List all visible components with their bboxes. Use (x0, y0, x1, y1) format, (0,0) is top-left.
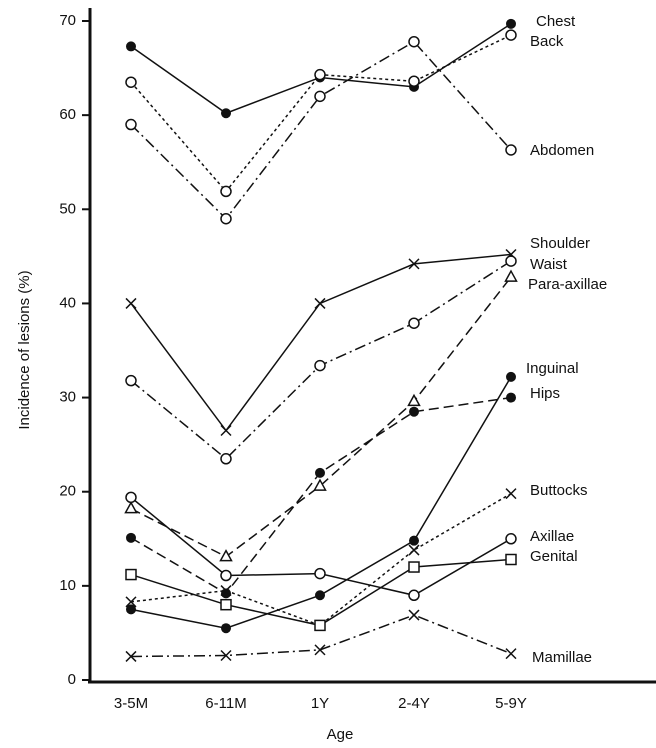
y-tick-label: 60 (59, 106, 76, 123)
marker (314, 90, 326, 103)
marker (506, 392, 516, 403)
y-axis-label: Incidence of lesions (%) (16, 270, 33, 429)
marker (126, 41, 136, 52)
marker (125, 596, 137, 608)
y-tick-label: 20 (59, 483, 76, 500)
marker (506, 371, 516, 382)
series-line (130, 276, 512, 558)
marker (220, 453, 232, 465)
x-tick-label: 6-11M (205, 695, 246, 712)
series-label: Buttocks (530, 482, 588, 499)
series-line (130, 253, 512, 432)
series-label: Inguinal (526, 360, 579, 377)
series-label: Hips (530, 385, 560, 402)
marker (408, 544, 420, 556)
marker (409, 535, 419, 546)
marker (408, 561, 420, 573)
x-tick-label: 1Y (311, 695, 329, 712)
series-label: Back (530, 33, 564, 50)
marker (315, 590, 325, 601)
marker (125, 650, 137, 662)
marker (505, 648, 517, 660)
x-tick-label: 3-5M (114, 695, 148, 712)
y-tick-label: 30 (59, 389, 76, 406)
marker (505, 144, 517, 156)
marker (219, 549, 233, 562)
marker (505, 488, 517, 500)
series-label: Abdomen (530, 142, 594, 159)
y-tick-label: 40 (59, 294, 76, 311)
marker (124, 501, 138, 514)
marker (125, 76, 137, 88)
marker (315, 467, 325, 478)
series-line (130, 40, 512, 220)
marker (126, 532, 136, 543)
marker (125, 297, 137, 309)
y-tick-label: 70 (59, 12, 76, 29)
marker (220, 649, 232, 662)
marker (221, 623, 231, 634)
marker (504, 269, 518, 282)
marker (220, 585, 232, 597)
x-tick-label: 5-9Y (495, 695, 527, 712)
series-label: Para-axillae (528, 276, 607, 293)
x-axis-label: Age (327, 726, 354, 743)
marker (408, 317, 420, 329)
marker (220, 212, 232, 225)
series-label: Shoulder (530, 235, 590, 252)
series-line (130, 492, 512, 627)
marker (220, 185, 232, 198)
marker (313, 478, 327, 491)
series-line (130, 34, 512, 193)
marker (125, 118, 137, 131)
series-line (130, 496, 512, 597)
marker (408, 35, 420, 48)
series-label: Axillae (530, 528, 574, 545)
series-label: Mamillae (532, 649, 592, 666)
marker (220, 569, 232, 582)
x-tick-label: 2-4Y (398, 695, 430, 712)
series-label: Chest (536, 13, 576, 30)
marker (505, 255, 517, 267)
marker (505, 29, 517, 41)
marker (408, 589, 420, 602)
series-label: Waist (530, 256, 568, 273)
marker (408, 609, 420, 621)
marker (408, 258, 420, 270)
y-tick-label: 10 (59, 577, 76, 594)
y-tick-label: 50 (59, 200, 76, 217)
y-tick-label: 0 (68, 671, 76, 688)
marker (221, 108, 231, 119)
marker (409, 406, 419, 417)
marker (314, 68, 326, 81)
marker (408, 75, 420, 88)
marker (220, 424, 232, 437)
marker (126, 604, 136, 615)
marker (505, 533, 517, 545)
series-label: Genital (530, 548, 578, 565)
marker (407, 393, 421, 407)
marker (125, 491, 137, 504)
marker (314, 644, 326, 656)
marker (314, 359, 326, 372)
marker (314, 619, 326, 632)
marker (220, 598, 232, 611)
marker (314, 297, 326, 309)
marker (125, 374, 137, 387)
marker (506, 18, 516, 29)
marker (314, 567, 326, 580)
marker (125, 568, 137, 581)
marker (505, 553, 517, 566)
